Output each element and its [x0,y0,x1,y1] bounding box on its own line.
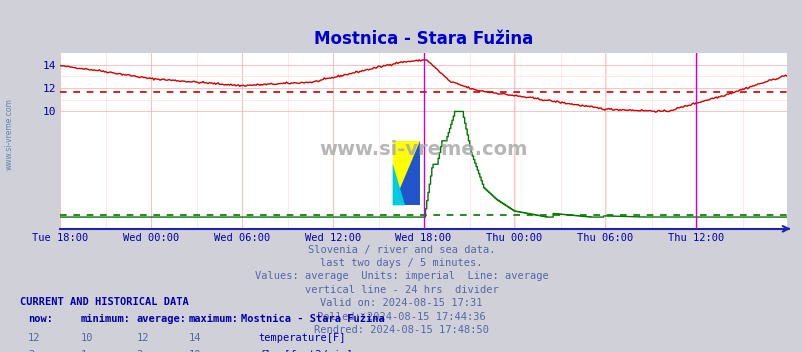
Text: 12: 12 [28,333,41,342]
Text: Mostnica - Stara Fužina: Mostnica - Stara Fužina [241,314,384,324]
Text: maximum:: maximum: [188,314,238,324]
Title: Mostnica - Stara Fužina: Mostnica - Stara Fužina [314,31,533,49]
Text: last two days / 5 minutes.: last two days / 5 minutes. [320,258,482,268]
Text: 12: 12 [136,333,149,342]
Text: flow[foot3/min]: flow[foot3/min] [258,350,352,352]
Polygon shape [392,163,405,205]
Text: www.si-vreme.com: www.si-vreme.com [5,98,14,170]
Text: Values: average  Units: imperial  Line: average: Values: average Units: imperial Line: av… [254,271,548,281]
Text: now:: now: [28,314,53,324]
Text: minimum:: minimum: [80,314,130,324]
Text: 1: 1 [80,350,87,352]
Text: Slovenia / river and sea data.: Slovenia / river and sea data. [307,245,495,254]
Text: 3: 3 [136,350,143,352]
Bar [392,141,420,205]
Text: 14: 14 [188,333,201,342]
Text: Rendred: 2024-08-15 17:48:50: Rendred: 2024-08-15 17:48:50 [314,325,488,335]
Text: 3: 3 [28,350,34,352]
Text: CURRENT AND HISTORICAL DATA: CURRENT AND HISTORICAL DATA [20,297,188,307]
Polygon shape [392,141,420,205]
Text: www.si-vreme.com: www.si-vreme.com [319,140,527,159]
Text: Polled: 2024-08-15 17:44:36: Polled: 2024-08-15 17:44:36 [317,312,485,321]
Text: Valid on: 2024-08-15 17:31: Valid on: 2024-08-15 17:31 [320,298,482,308]
Text: 10: 10 [188,350,201,352]
Text: 10: 10 [80,333,93,342]
Text: temperature[F]: temperature[F] [258,333,346,342]
Text: vertical line - 24 hrs  divider: vertical line - 24 hrs divider [304,285,498,295]
Text: average:: average: [136,314,186,324]
